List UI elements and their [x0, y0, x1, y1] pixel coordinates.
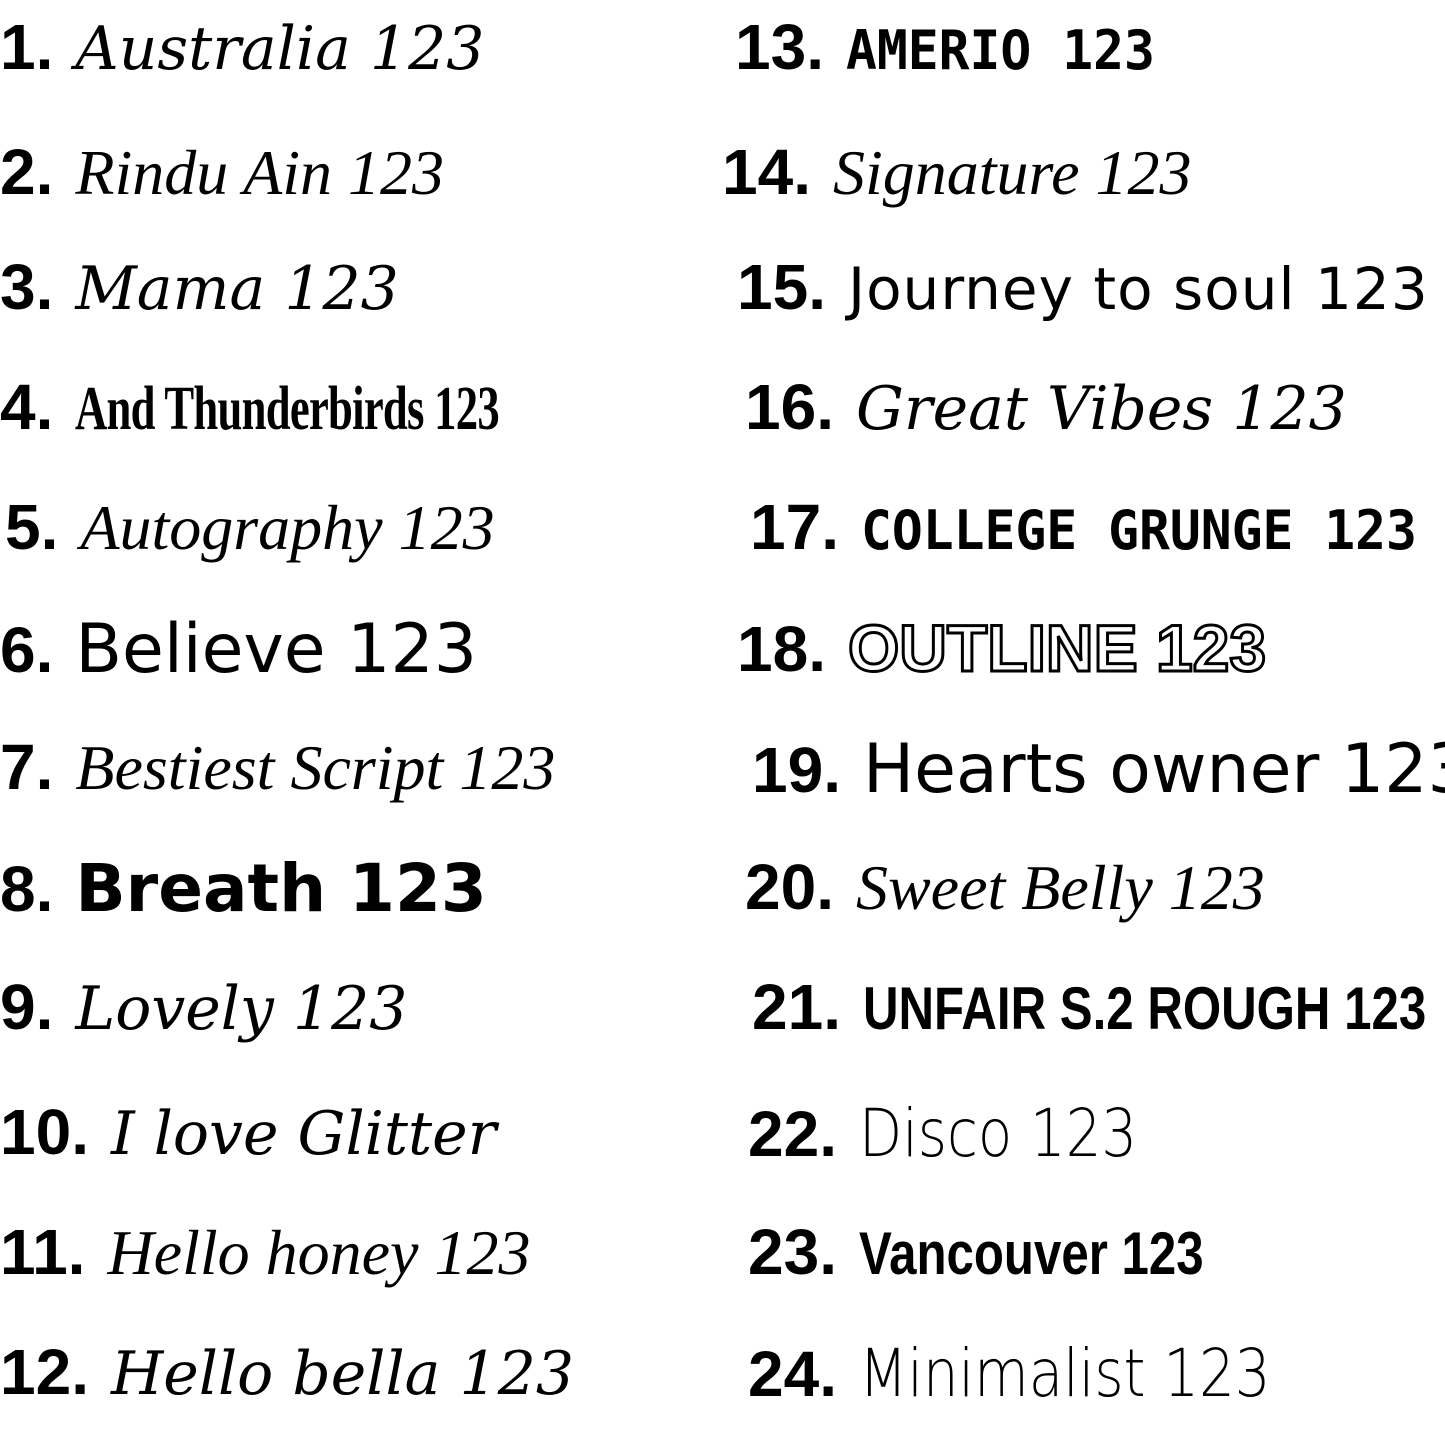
font-sample-text: Hello bella 123 — [110, 1339, 575, 1409]
font-sample-text: OUTLINE 123 — [846, 610, 1267, 687]
font-sample-text: Autography 123 — [80, 492, 495, 563]
font-number: 3. — [0, 251, 54, 323]
font-sample-item: 5. Autography 123 — [5, 490, 495, 610]
font-sample-item: 21. UNFAIR S.2 ROUGH 123 — [752, 970, 1445, 1090]
font-number: 23. — [748, 1216, 837, 1288]
font-number: 10. — [0, 1096, 89, 1168]
font-number: 12. — [0, 1336, 89, 1408]
font-sample-text: Minimalist 123 — [858, 1335, 1271, 1412]
font-sample-item: 8. Breath 123 — [0, 850, 487, 970]
font-number: 22. — [748, 1098, 837, 1170]
font-sample-item: 18. OUTLINE 123 — [737, 610, 1268, 730]
font-sample-item: 17. COLLEGE GRUNGE 123 — [750, 490, 1445, 610]
font-sample-text: AMERIO 123 — [845, 19, 1155, 82]
font-sample-text: Vancouver 123 — [858, 1220, 1204, 1287]
font-sample-text: I love Glitter — [110, 1099, 497, 1169]
font-sample-item: 1. Australia 123 — [0, 10, 484, 130]
font-sample-text: Lovely 123 — [75, 974, 408, 1044]
font-number: 9. — [0, 971, 54, 1043]
font-number: 19. — [752, 734, 841, 806]
font-sample-text: Disco 123 — [858, 1095, 1138, 1172]
font-sample-item: 2. Rindu Ain 123 — [0, 135, 444, 255]
font-sample-text: Journey to soul 123 — [847, 255, 1429, 323]
font-sample-text: Bestiest Script 123 — [75, 732, 556, 803]
font-number: 6. — [0, 614, 54, 686]
font-sample-text: Breath 123 — [75, 850, 487, 927]
font-sample-text: Australia 123 — [75, 14, 485, 84]
font-sample-item: 14. Signature 123 — [722, 135, 1191, 255]
font-sample-item: 6. Believe 123 — [0, 610, 477, 730]
font-number: 16. — [745, 371, 834, 443]
font-number: 5. — [5, 491, 59, 563]
font-sample-text: Mama 123 — [75, 254, 399, 324]
font-sample-item: 12. Hello bella 123 — [0, 1335, 574, 1455]
font-number: 4. — [0, 371, 54, 443]
font-sample-text: Rindu Ain 123 — [75, 137, 444, 208]
font-number: 21. — [752, 971, 841, 1043]
font-number: 17. — [750, 491, 839, 563]
font-sample-item: 16. Great Vibes 123 — [745, 370, 1347, 490]
font-sample-text: Hello honey 123 — [107, 1217, 531, 1288]
font-sample-text: Sweet Belly 123 — [855, 852, 1265, 923]
font-number: 1. — [0, 11, 54, 83]
font-sample-text: Great Vibes 123 — [855, 374, 1347, 444]
font-sample-item: 20. Sweet Belly 123 — [745, 850, 1265, 970]
font-sample-item: 13. AMERIO 123 — [735, 10, 1171, 130]
font-sample-item: 19. Hearts owner 123 — [752, 730, 1445, 850]
font-sample-text: UNFAIR S.2 ROUGH 123 — [862, 975, 1427, 1042]
font-sample-text: And Thunderbirds 123 — [75, 375, 500, 443]
font-sample-item: 24. Minimalist 123 — [748, 1335, 1343, 1455]
font-number: 8. — [0, 853, 54, 925]
font-sample-item: 11. Hello honey 123 — [0, 1215, 530, 1335]
font-sample-text: COLLEGE GRUNGE 123 — [860, 499, 1417, 562]
font-number: 13. — [735, 11, 824, 83]
font-sample-text: Signature 123 — [832, 137, 1192, 208]
font-number: 18. — [737, 613, 826, 685]
font-number: 2. — [0, 136, 54, 208]
font-number: 24. — [748, 1338, 837, 1410]
font-number: 15. — [737, 251, 826, 323]
font-sample-item: 23. Vancouver 123 — [748, 1215, 1279, 1335]
font-sample-item: 3. Mama 123 — [0, 250, 399, 370]
font-sample-item: 4. And Thunderbirds 123 — [0, 370, 664, 490]
font-number: 14. — [722, 136, 811, 208]
font-sample-text: Believe 123 — [75, 610, 477, 689]
font-number: 7. — [0, 731, 54, 803]
font-sample-text: Hearts owner 123 — [862, 730, 1445, 809]
font-sample-item: 22. Disco 123 — [748, 1095, 1186, 1215]
font-sample-item: 10. I love Glitter — [0, 1095, 496, 1215]
font-sample-item: 9. Lovely 123 — [0, 970, 407, 1090]
font-number: 20. — [745, 851, 834, 923]
font-number: 11. — [0, 1216, 86, 1288]
font-sample-item: 7. Bestiest Script 123 — [0, 730, 555, 850]
font-sample-item: 15. Journey to soul 123 — [737, 250, 1429, 370]
